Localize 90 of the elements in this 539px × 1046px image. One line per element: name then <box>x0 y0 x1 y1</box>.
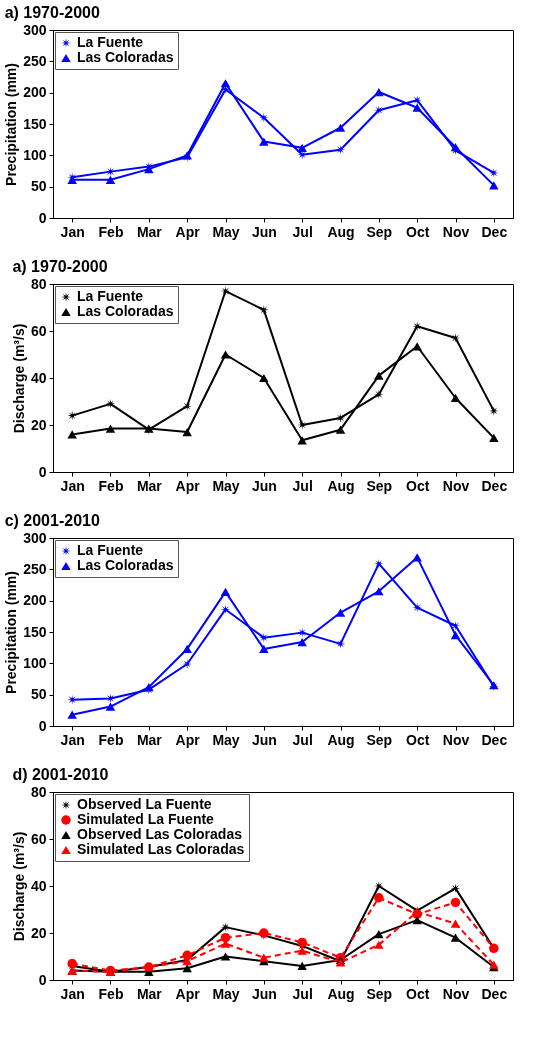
y-tick-label: 100 <box>23 654 47 671</box>
y-tick-label: 80 <box>30 783 47 800</box>
y-tick-label: 300 <box>23 21 47 38</box>
y-axis-title: Precipitation (mm) <box>3 63 20 186</box>
x-tick-label: Sep <box>366 985 393 1002</box>
legend-label: La Fuente <box>77 288 144 304</box>
y-tick-label: 0 <box>38 209 47 226</box>
legend-label: La Fuente <box>77 542 144 558</box>
legend-label: La Fuente <box>77 34 144 50</box>
x-tick-label: Sep <box>366 731 393 748</box>
x-tick-label: Jul <box>292 223 313 240</box>
x-tick-label: Feb <box>98 477 124 494</box>
y-tick-label: 60 <box>30 830 47 847</box>
x-tick-label: Feb <box>98 985 124 1002</box>
y-tick-label: 250 <box>23 52 47 69</box>
x-tick-label: Feb <box>98 731 124 748</box>
x-tick-label: Oct <box>405 477 430 494</box>
y-tick-label: 50 <box>30 178 47 195</box>
x-tick-label: Mar <box>136 985 163 1002</box>
x-tick-label: Nov <box>442 731 470 748</box>
y-tick-label: 50 <box>30 686 47 703</box>
x-tick-label: Oct <box>405 731 430 748</box>
x-tick-label: Oct <box>405 223 430 240</box>
x-tick-label: Jan <box>60 985 85 1002</box>
legend-label: Las Coloradas <box>77 303 174 319</box>
x-tick-label: Nov <box>442 223 470 240</box>
x-tick-label: Sep <box>366 477 393 494</box>
x-tick-label: Jul <box>292 477 313 494</box>
x-tick-label: May <box>212 223 240 240</box>
x-tick-label: Jan <box>60 731 85 748</box>
y-tick-label: 0 <box>38 717 47 734</box>
y-tick-label: 20 <box>30 416 47 433</box>
x-tick-label: May <box>212 731 240 748</box>
x-tick-label: Dec <box>481 985 508 1002</box>
x-tick-label: Jul <box>292 985 313 1002</box>
chart-title: d) 2001-2010 <box>12 766 109 783</box>
x-tick-label: Oct <box>405 985 430 1002</box>
x-tick-label: Aug <box>327 985 355 1002</box>
x-tick-label: Dec <box>481 223 508 240</box>
chart-title: a) 1970-2000 <box>4 4 100 21</box>
y-tick-label: 80 <box>30 275 47 292</box>
legend-label: Observed La Fuente <box>77 796 212 812</box>
y-tick-label: 40 <box>30 877 47 894</box>
x-tick-label: Jun <box>251 985 277 1002</box>
legend-label: Simulated La Fuente <box>77 811 215 827</box>
y-axis-title: Precipitation (mm) <box>3 571 20 694</box>
x-tick-label: Apr <box>175 223 201 240</box>
y-tick-label: 20 <box>30 924 47 941</box>
x-tick-label: Aug <box>327 223 355 240</box>
y-tick-label: 0 <box>38 971 47 988</box>
chart-title: c) 2001-2010 <box>4 512 100 529</box>
y-tick-label: 250 <box>23 560 47 577</box>
chart-title: a) 1970-2000 <box>12 258 108 275</box>
y-axis-title: Discharge (m³/s) <box>10 831 27 942</box>
x-tick-label: Jan <box>60 223 85 240</box>
x-tick-label: Jun <box>251 731 277 748</box>
x-tick-label: May <box>212 477 240 494</box>
x-tick-label: Feb <box>98 223 124 240</box>
x-tick-label: Dec <box>481 731 508 748</box>
x-tick-label: Apr <box>175 477 201 494</box>
y-tick-label: 0 <box>38 463 47 480</box>
x-tick-label: Apr <box>175 731 201 748</box>
y-tick-label: 200 <box>23 84 47 101</box>
legend-label: Las Coloradas <box>77 49 174 65</box>
x-tick-label: May <box>212 985 240 1002</box>
y-tick-label: 150 <box>23 623 47 640</box>
y-tick-label: 300 <box>23 529 47 546</box>
x-tick-label: Mar <box>136 477 163 494</box>
x-tick-label: Jun <box>251 477 277 494</box>
x-tick-label: Jun <box>251 223 277 240</box>
x-tick-label: Sep <box>366 223 393 240</box>
y-axis-title: Discharge (m³/s) <box>10 323 27 434</box>
x-tick-label: Dec <box>481 477 508 494</box>
x-tick-label: Mar <box>136 223 163 240</box>
x-tick-label: Aug <box>327 731 355 748</box>
y-tick-label: 40 <box>30 369 47 386</box>
legend-label: Las Coloradas <box>77 557 174 573</box>
y-tick-label: 150 <box>23 115 47 132</box>
y-tick-label: 100 <box>23 146 47 163</box>
y-tick-label: 200 <box>23 592 47 609</box>
x-tick-label: Nov <box>442 477 470 494</box>
legend-label: Simulated Las Coloradas <box>77 841 245 857</box>
x-tick-label: Apr <box>175 985 201 1002</box>
x-tick-label: Aug <box>327 477 355 494</box>
legend-label: Observed Las Coloradas <box>77 826 243 842</box>
x-tick-label: Nov <box>442 985 470 1002</box>
x-tick-label: Mar <box>136 731 163 748</box>
y-tick-label: 60 <box>30 322 47 339</box>
x-tick-label: Jan <box>60 477 85 494</box>
x-tick-label: Jul <box>292 731 313 748</box>
